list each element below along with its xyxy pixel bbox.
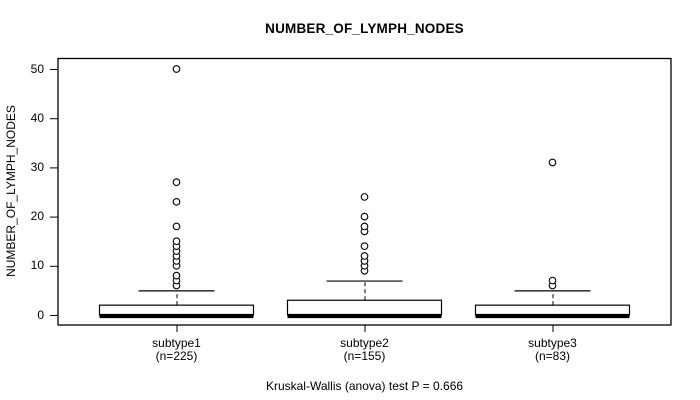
outlier-point	[172, 222, 181, 231]
outlier-point	[548, 158, 557, 167]
outlier-point	[360, 252, 369, 260]
group-count: (n=83)	[534, 349, 571, 363]
x-group-label-subtype3: subtype3 (n=83)	[483, 337, 623, 363]
outlier-point	[172, 197, 181, 206]
box-iqr	[98, 304, 255, 316]
outlier-point	[172, 271, 181, 280]
x-group-label-subtype1: subtype1 (n=225)	[107, 337, 247, 363]
x-group-label-subtype2: subtype2 (n=155)	[295, 337, 435, 363]
y-tick-label: 30	[30, 159, 44, 174]
outlier-point	[360, 193, 369, 201]
outlier-point	[172, 65, 181, 73]
y-tick-label: 0	[37, 307, 44, 322]
stat-test-caption: Kruskal-Wallis (anova) test P = 0.666	[265, 379, 464, 393]
y-tick-label: 10	[30, 258, 44, 273]
outlier-point	[172, 237, 181, 246]
y-axis-title: NUMBER_OF_LYMPH_NODES	[4, 105, 18, 277]
group-count: (n=225)	[155, 349, 198, 363]
group-label: subtype1	[152, 336, 201, 350]
outlier-point	[360, 222, 369, 231]
outlier-point	[548, 276, 557, 285]
y-tick-label: 20	[30, 209, 44, 224]
y-tick-label: 40	[30, 110, 44, 125]
group-label: subtype2	[340, 336, 389, 350]
group-count: (n=155)	[343, 349, 386, 363]
y-tick-label: 50	[30, 61, 44, 76]
box-iqr	[474, 304, 631, 316]
outlier-point	[360, 242, 369, 250]
chart-title: NUMBER_OF_LYMPH_NODES	[265, 21, 464, 36]
group-label: subtype3	[528, 336, 577, 350]
outlier-point	[360, 212, 369, 221]
outlier-point	[172, 178, 181, 187]
box-iqr	[286, 299, 443, 316]
